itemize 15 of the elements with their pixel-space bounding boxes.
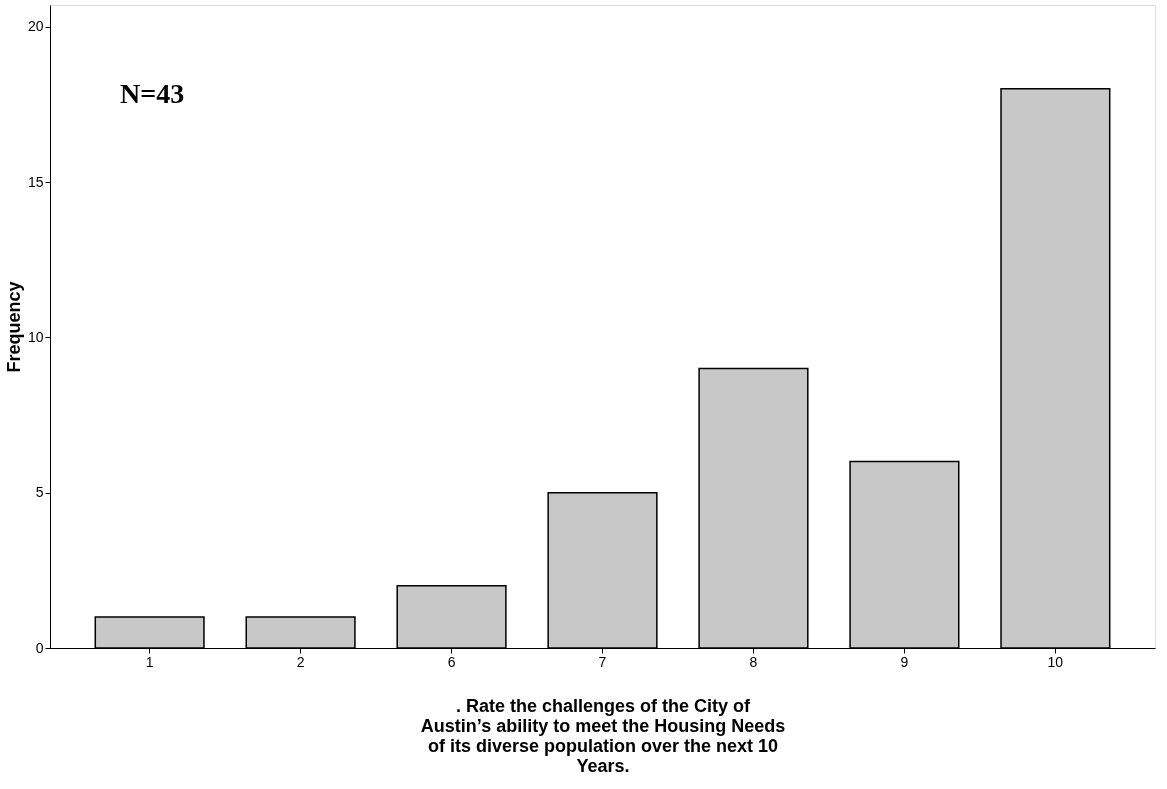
- y-axis-title: Frequency: [3, 281, 24, 373]
- x-tick-label: 6: [447, 653, 456, 670]
- y-tick-label: 10: [27, 328, 44, 345]
- x-tick-label: 1: [145, 653, 154, 670]
- y-tick-label: 0: [35, 639, 44, 656]
- y-tick-label: 5: [35, 484, 44, 501]
- x-tick-label: 2: [296, 653, 305, 670]
- y-tick-label: 20: [27, 18, 44, 35]
- x-tick-label: 10: [1047, 653, 1064, 670]
- x-axis-title: . Rate the challenges of the City of Austin’s ability to meet the Housing Needs of its diverse population over the next 10 Years.: [420, 695, 786, 776]
- x-tick-label: 9: [900, 653, 909, 670]
- annotation: N=43: [120, 78, 185, 109]
- y-tick-label: 15: [27, 173, 44, 190]
- x-tick-label: 8: [749, 653, 758, 670]
- x-tick-label: 7: [598, 653, 607, 670]
